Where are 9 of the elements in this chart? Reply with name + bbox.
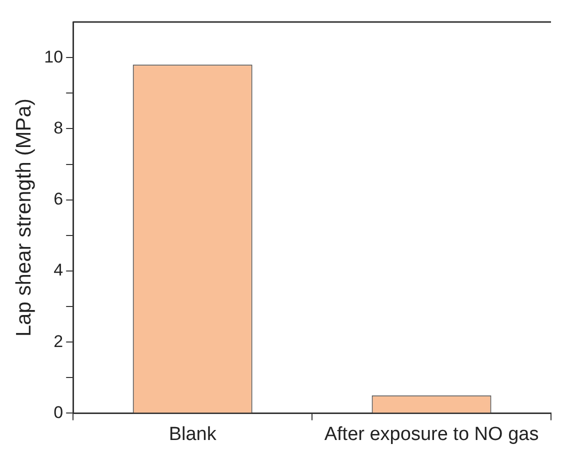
y-tick-label: 0 <box>54 402 64 422</box>
y-tick-label: 4 <box>54 260 64 280</box>
y-tick-label: 10 <box>44 47 64 66</box>
y-tick-label: 6 <box>54 190 64 209</box>
y-tick-label: 8 <box>54 118 64 138</box>
x-tick-label: After exposure to NO gas <box>324 424 539 445</box>
x-tick-label: Blank <box>168 424 217 445</box>
y-axis-title: Lap shear strength (MPa) <box>12 98 36 337</box>
y-tick-label: 2 <box>54 332 64 351</box>
